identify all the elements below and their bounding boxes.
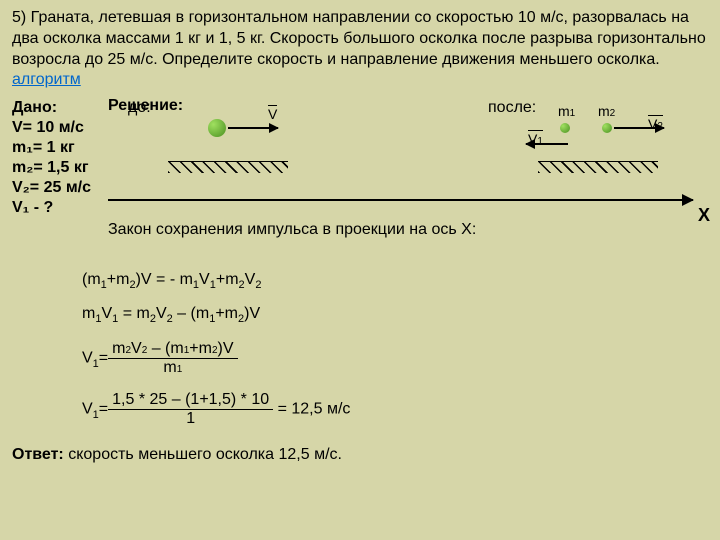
algorithm-link[interactable]: алгоритм: [12, 71, 81, 88]
answer-label: Ответ:: [12, 446, 64, 463]
after-label: после:: [488, 99, 536, 117]
diagram: до: V после: m1 V1 m2 V2 X Закон сохране…: [108, 97, 708, 257]
before-label: до:: [128, 99, 151, 117]
x-axis-icon: [108, 199, 693, 201]
ground-after-icon: [538, 161, 658, 173]
v-arrow-icon: [228, 127, 278, 129]
m1-label: m1: [558, 103, 575, 119]
main-row: Дано: V= 10 м/с m₁= 1 кг m₂= 1,5 кг V₂= …: [12, 97, 708, 257]
solution-block: Решение: до: V после: m1 V1 m2 V2 X Зако: [108, 97, 708, 257]
problem-text: 5) Граната, летевшая в горизонтальном на…: [12, 9, 706, 68]
given-l0: V= 10 м/с: [12, 119, 108, 137]
law-text: Закон сохранения импульса в проекции на …: [108, 221, 476, 239]
ground-before-icon: [168, 161, 288, 173]
x-axis-label: X: [698, 205, 710, 226]
m1-ball-icon: [560, 123, 570, 133]
v-label: V: [268, 105, 277, 122]
eq1: (m1+m2)V = - m1V1+m2V2: [82, 271, 708, 291]
given-l4: V₁ - ?: [12, 199, 108, 217]
given-l1: m₁= 1 кг: [12, 139, 108, 157]
v1-label: V1: [528, 130, 543, 147]
answer: Ответ: скорость меньшего осколка 12,5 м/…: [12, 446, 708, 464]
v2-label: V2: [648, 115, 663, 132]
answer-text: скорость меньшего осколка 12,5 м/с.: [64, 446, 342, 463]
given-header: Дано:: [12, 99, 108, 117]
given-block: Дано: V= 10 м/с m₁= 1 кг m₂= 1,5 кг V₂= …: [12, 97, 108, 257]
eq3: V1=m2V2 – (m1+m2)Vm1: [82, 340, 708, 377]
eq2: m1V1 = m2V2 – (m1+m2)V: [82, 305, 708, 325]
m2-label: m2: [598, 103, 615, 119]
grenade-ball-icon: [208, 119, 226, 137]
m2-ball-icon: [602, 123, 612, 133]
equations: (m1+m2)V = - m1V1+m2V2 m1V1 = m2V2 – (m1…: [82, 271, 708, 427]
given-l2: m₂= 1,5 кг: [12, 159, 108, 177]
eq4: V1=1,5 * 25 – (1+1,5) * 101 = 12,5 м/с: [82, 391, 708, 428]
given-l3: V₂= 25 м/с: [12, 179, 108, 197]
problem-statement: 5) Граната, летевшая в горизонтальном на…: [12, 8, 708, 91]
